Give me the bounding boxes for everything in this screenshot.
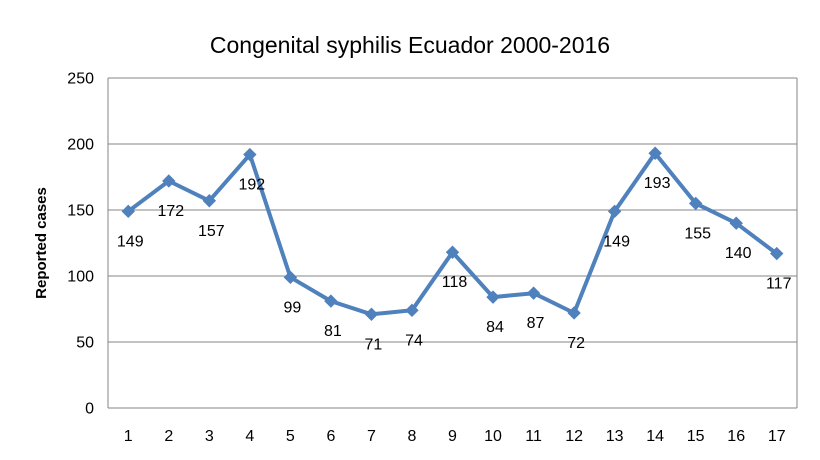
data-label-4: 192 <box>239 177 266 194</box>
gridlines <box>108 77 797 409</box>
data-point-16 <box>729 216 743 230</box>
x-tick-label-5: 5 <box>286 428 295 445</box>
y-tick-label-200: 200 <box>67 137 94 154</box>
x-tick-label-11: 11 <box>525 428 542 445</box>
y-axis-title: Reported cases <box>33 187 50 299</box>
x-tick-label-2: 2 <box>164 428 173 445</box>
data-point-13 <box>607 204 622 219</box>
y-tick-label-0: 0 <box>85 401 94 418</box>
data-label-5: 99 <box>283 299 301 316</box>
x-tick-label-14: 14 <box>646 428 664 445</box>
data-point-17 <box>770 246 784 261</box>
series-cases <box>121 146 784 321</box>
x-tick-label-12: 12 <box>565 428 583 445</box>
x-tick-label-15: 15 <box>687 428 705 445</box>
data-label-11: 87 <box>527 315 545 332</box>
x-tick-label-6: 6 <box>326 428 335 445</box>
data-label-2: 172 <box>157 203 184 220</box>
data-label-15: 155 <box>684 225 711 242</box>
x-tick-label-4: 4 <box>245 428 254 445</box>
data-label-9: 118 <box>442 274 468 291</box>
data-point-11 <box>526 286 541 300</box>
data-point-10 <box>486 290 500 304</box>
data-point-1 <box>121 204 135 219</box>
data-point-12 <box>567 306 581 320</box>
data-point-7 <box>364 307 379 321</box>
data-label-16: 140 <box>725 245 752 262</box>
data-point-15 <box>688 196 703 211</box>
x-tick-label-9: 9 <box>448 428 457 445</box>
x-tick-label-7: 7 <box>367 428 376 445</box>
x-tick-label-3: 3 <box>205 428 214 445</box>
data-point-3 <box>202 194 217 208</box>
data-point-2 <box>162 174 176 188</box>
y-tick-label-100: 100 <box>67 269 94 286</box>
data-label-3: 157 <box>198 223 225 240</box>
data-label-17: 117 <box>766 276 792 293</box>
data-label-8: 74 <box>405 332 423 349</box>
data-label-7: 71 <box>365 336 383 353</box>
data-label-1: 149 <box>117 233 144 250</box>
x-tick-label-13: 13 <box>606 428 624 445</box>
x-tick-label-8: 8 <box>408 428 417 445</box>
x-tick-label-10: 10 <box>484 428 502 445</box>
data-label-6: 81 <box>324 323 342 340</box>
x-tick-label-16: 16 <box>727 428 745 445</box>
data-labels: 149 172 157 192 99 81 71 74 118 84 87 72 149 193 155 14… <box>117 175 792 353</box>
data-label-10: 84 <box>486 319 504 336</box>
data-point-5 <box>283 270 298 285</box>
x-tick-label-1: 1 <box>124 428 133 445</box>
data-point-4 <box>243 147 257 162</box>
data-label-14: 193 <box>644 175 671 192</box>
y-tick-label-50: 50 <box>76 335 94 352</box>
data-point-14 <box>648 146 662 160</box>
data-point-6 <box>324 294 338 308</box>
chart-title: Congenital syphilis Ecuador 2000-2016 <box>209 32 611 58</box>
y-tick-label-150: 150 <box>67 203 94 220</box>
data-label-12: 72 <box>567 335 585 352</box>
y-tick-label-250: 250 <box>67 71 94 88</box>
data-point-8 <box>405 303 419 318</box>
data-label-13: 149 <box>603 233 630 250</box>
data-point-9 <box>445 245 460 259</box>
x-tick-label-17: 17 <box>768 428 786 445</box>
